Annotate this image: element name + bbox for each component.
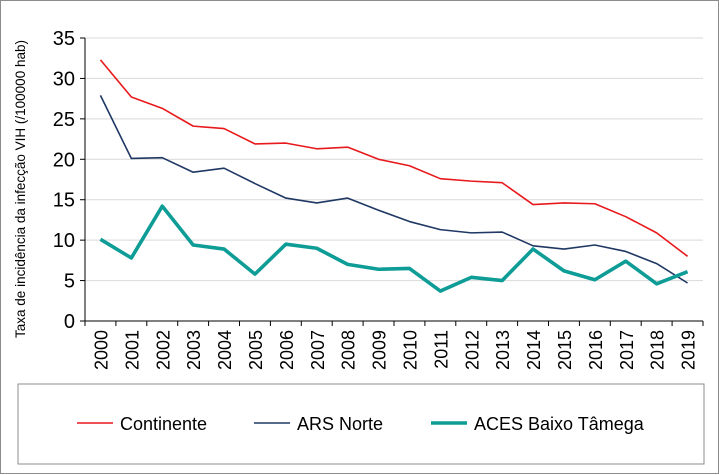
y-tick-label: 30: [53, 68, 75, 90]
x-tick-label: 2006: [277, 330, 297, 370]
legend: Continente ARS Norte ACES Baixo Tâmega: [77, 414, 645, 434]
y-tick-label: 5: [64, 271, 75, 293]
y-axis-label: Taxa de incidência da infecção VIH (/100…: [13, 40, 28, 338]
x-tick-label: 2013: [493, 330, 513, 370]
x-tick-label: 2012: [462, 330, 482, 370]
y-ticks: 0 5 10 15 20 25 30 35: [53, 28, 85, 333]
x-tick-label: 2010: [400, 330, 420, 370]
series-line-2: [99, 95, 688, 284]
x-tick-label: 2003: [184, 330, 204, 370]
x-tick-label: 2015: [555, 330, 575, 370]
x-tick-label: 2002: [153, 330, 173, 370]
y-tick-label: 15: [53, 190, 75, 212]
series-line-1: [99, 59, 689, 257]
x-tick-label: 2019: [679, 330, 699, 370]
series-lines: [99, 59, 689, 293]
legend-item: Continente: [77, 414, 207, 434]
series-line-3: [99, 204, 689, 293]
y-tick-label: 25: [53, 109, 75, 131]
x-tick-label: 2014: [524, 330, 544, 370]
x-tick-label: 2000: [91, 330, 111, 370]
legend-label: ARS Norte: [297, 414, 383, 434]
legend-box: [17, 383, 705, 465]
x-tick-label: 2008: [339, 330, 359, 370]
y-tick-label: 20: [53, 149, 75, 171]
x-tick-label: 2007: [308, 330, 328, 370]
x-tick-label: 2001: [122, 330, 142, 370]
x-tick-label: 2017: [617, 330, 637, 370]
y-tick-label: 0: [64, 311, 75, 333]
legend-label: Continente: [120, 414, 207, 434]
x-tick-label: 2009: [370, 330, 390, 370]
x-tick-label: 2005: [246, 330, 266, 370]
gridlines: [85, 37, 703, 282]
legend-item: ACES Baixo Tâmega: [431, 414, 645, 434]
y-tick-label: 35: [53, 28, 75, 50]
x-tick-label: 2011: [431, 330, 451, 369]
legend-label: ACES Baixo Tâmega: [474, 414, 645, 434]
x-tick-label: 2004: [215, 330, 235, 370]
x-tick-label: 2018: [648, 330, 668, 370]
legend-item: ARS Norte: [254, 414, 383, 434]
y-tick-label: 10: [53, 230, 75, 252]
x-ticks: 2000 2001 2002 2003 2004 2005 2006 2007 2008 2009…: [84, 321, 704, 370]
x-tick-label: 2016: [586, 330, 606, 370]
